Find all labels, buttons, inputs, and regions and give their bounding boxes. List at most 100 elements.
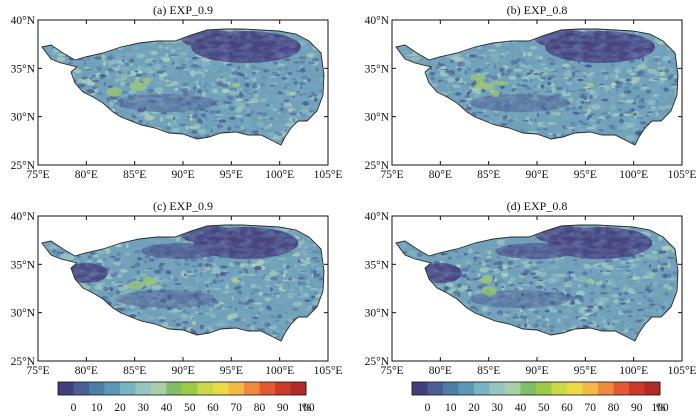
colorbar-swatch — [151, 382, 167, 395]
plateau-outline — [395, 224, 679, 342]
panel-title: (c) EXP_0.9 — [153, 199, 213, 213]
colorbar-label: 80 — [254, 402, 266, 414]
colorbar-label: 20 — [114, 402, 126, 414]
colorbar-label: 60 — [207, 402, 219, 414]
colorbar-unit: % — [302, 402, 312, 414]
colorbar-swatch — [427, 382, 444, 395]
panels-layer: (a) EXP_0.9 75°E 80°E 85°E 90°E 95°E 100°E 105°… — [11, 3, 697, 377]
colorbar-label: 100 — [297, 402, 315, 414]
lon-tick-label: 100°E — [265, 365, 294, 377]
plateau-field — [41, 28, 325, 146]
colorbar-swatch — [458, 382, 475, 395]
lon-tick-label: 85°E — [123, 365, 146, 377]
lon-tick-label: 80°E — [429, 169, 452, 181]
plateau-outline — [395, 28, 679, 146]
colorbar-swatch — [567, 382, 583, 395]
colorbar-swatch — [275, 382, 291, 395]
lat-tick-label: 25°N — [11, 356, 36, 368]
plateau-outline — [41, 224, 325, 342]
colorbar-swatch — [582, 382, 599, 395]
colorbar-swatch — [228, 382, 245, 395]
lat-tick-label: 30°N — [365, 308, 390, 320]
lon-tick-label: 80°E — [75, 365, 98, 377]
colorbar-swatch — [598, 382, 614, 395]
colorbar-label: 70 — [585, 402, 597, 414]
lon-tick-label: 100°E — [265, 169, 294, 181]
colorbar-label: 10 — [91, 402, 103, 414]
colorbar-swatch — [629, 382, 645, 395]
lat-tick-label: 40°N — [365, 15, 390, 27]
panel-title: (d) EXP_0.8 — [507, 199, 568, 213]
panel-title: (b) EXP_0.8 — [507, 3, 568, 17]
lon-tick-label: 95°E — [220, 365, 243, 377]
plateau-field — [395, 28, 679, 146]
map-panel-a: (a) EXP_0.9 75°E 80°E 85°E 90°E 95°E 100°E 105°… — [11, 3, 343, 181]
colorbar-swatch — [644, 382, 661, 395]
colorbar-swatch — [613, 382, 630, 395]
colorbar-swatch — [166, 382, 183, 395]
lon-tick-label: 95°E — [574, 365, 597, 377]
colorbar-swatch — [244, 382, 260, 395]
colorbar-swatch — [120, 382, 136, 395]
colorbar-label: 0 — [425, 402, 431, 414]
colorbar-frame — [57, 381, 307, 396]
colorbar-swatch — [412, 382, 428, 395]
lon-tick-label: 80°E — [75, 169, 98, 181]
colorbar-swatch — [443, 382, 459, 395]
plateau-field — [41, 224, 325, 342]
lon-tick-label: 85°E — [123, 169, 146, 181]
lon-tick-label: 95°E — [574, 169, 597, 181]
colorbar-label: 100 — [651, 402, 669, 414]
colorbar-label: 0 — [71, 402, 77, 414]
lon-tick-label: 105°E — [314, 365, 343, 377]
lon-tick-label: 75°E — [26, 365, 49, 377]
colorbar-label: 20 — [468, 402, 480, 414]
lat-tick-label: 35°N — [11, 259, 36, 271]
colorbar-label: 40 — [161, 402, 173, 414]
lon-tick-label: 105°E — [668, 169, 697, 181]
map-panel-c: (c) EXP_0.9 75°E 80°E 85°E 90°E 95°E 100°E 105°… — [11, 199, 343, 377]
lat-tick-label: 35°N — [11, 63, 36, 75]
colorbar-swatch — [551, 382, 568, 395]
lat-tick-label: 35°N — [365, 259, 390, 271]
colorbar-label: 50 — [538, 402, 550, 414]
lat-tick-label: 25°N — [365, 160, 390, 172]
lon-tick-label: 75°E — [380, 169, 403, 181]
lat-tick-label: 40°N — [365, 211, 390, 223]
colorbar-left: 0 10 20 30 40 50 60 70 80 90 100% — [57, 381, 315, 414]
lon-tick-label: 100°E — [619, 365, 648, 377]
lon-tick-label: 75°E — [26, 169, 49, 181]
lat-tick-label: 30°N — [11, 308, 36, 320]
colorbar-swatch — [104, 382, 121, 395]
lon-tick-label: 90°E — [525, 169, 548, 181]
colorbar-swatch — [197, 382, 214, 395]
lat-tick-label: 25°N — [11, 160, 36, 172]
colorbar-label: 30 — [138, 402, 150, 414]
colorbar-right: 0 10 20 30 40 50 60 70 80 90 100% — [411, 381, 669, 414]
colorbar-label: 60 — [561, 402, 573, 414]
colorbar-swatch — [536, 382, 552, 395]
map-panel-b: (b) EXP_0.8 75°E 80°E 85°E 90°E 95°E 100°E 105°… — [365, 3, 697, 181]
lon-tick-label: 100°E — [619, 169, 648, 181]
colorbar-label: 80 — [608, 402, 620, 414]
lat-tick-label: 40°N — [11, 15, 36, 27]
lon-tick-label: 80°E — [429, 365, 452, 377]
colorbar-label: 90 — [631, 402, 643, 414]
lat-tick-label: 30°N — [365, 112, 390, 124]
colorbar-swatch — [505, 382, 521, 395]
lat-tick-label: 35°N — [365, 63, 390, 75]
lon-tick-label: 105°E — [314, 169, 343, 181]
lat-tick-label: 25°N — [365, 356, 390, 368]
colorbars-layer: 0 10 20 30 40 50 60 70 80 90 100% 0 10 20 30 40 50 60 70 80… — [57, 381, 669, 414]
colorbar-swatch — [73, 382, 90, 395]
map-panel-d: (d) EXP_0.8 75°E 80°E 85°E 90°E 95°E 100°E 105°… — [365, 199, 697, 377]
plateau-field — [395, 224, 679, 342]
lon-tick-label: 85°E — [477, 169, 500, 181]
lat-tick-label: 30°N — [11, 112, 36, 124]
colorbar-swatch — [182, 382, 198, 395]
colorbar-swatch — [58, 382, 74, 395]
colorbar-label: 70 — [231, 402, 243, 414]
colorbar-swatch — [89, 382, 105, 395]
lon-tick-label: 75°E — [380, 365, 403, 377]
